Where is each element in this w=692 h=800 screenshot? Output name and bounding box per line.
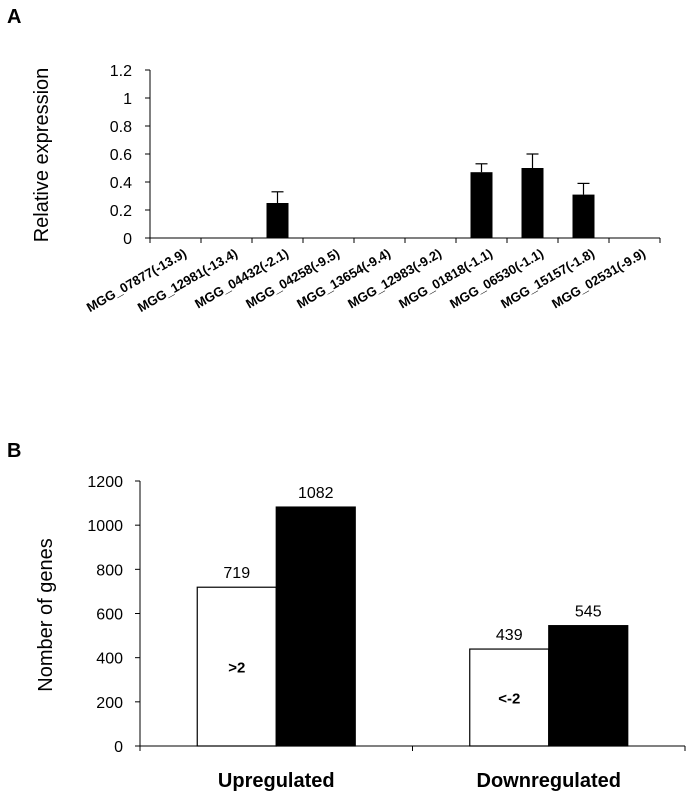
chart-b-data-label: 719: [223, 565, 250, 582]
chart-b-inner-label: >2: [228, 660, 245, 677]
chart-a-y-tick-label: 0.2: [110, 203, 132, 220]
chart-b-bar: [275, 506, 356, 747]
chart-b-inner-label: <-2: [498, 691, 520, 708]
chart-a-y-tick-label: 0.4: [110, 175, 132, 192]
chart-b-category-label: Upregulated: [218, 770, 335, 792]
chart-b-bar: [196, 586, 277, 747]
chart-a-bar: [266, 203, 289, 238]
chart-b-y-tick-label: 0: [114, 739, 123, 756]
chart-b-y-tick-label: 400: [96, 651, 123, 668]
chart-b-y-tick-label: 600: [96, 607, 123, 624]
chart-b-y-tick-label: 200: [96, 695, 123, 712]
chart-b-y-tick-label: 800: [96, 562, 123, 579]
chart-a-bar: [470, 172, 493, 238]
chart-a-y-tick-label: 1: [123, 91, 132, 108]
chart-b-bar: [548, 625, 629, 747]
chart-a-bar: [521, 168, 544, 238]
chart-a-y-tick-label: 0.8: [110, 119, 132, 136]
chart-b-data-label: 545: [575, 604, 602, 621]
chart-b-data-label: 1082: [298, 485, 334, 502]
chart-b-inner-label: <-1.5: [571, 679, 606, 696]
chart-a-bar: [572, 194, 595, 238]
panel-a-label: A: [7, 6, 22, 28]
chart-a-y-tick-label: 0.6: [110, 147, 132, 164]
chart-b-inner-label: >1.5: [301, 620, 331, 637]
chart-a-x-tick-label: MGG_02531(-9.9): [549, 246, 648, 312]
chart-b-category-label: Downregulated: [477, 770, 621, 792]
panel-b-label: B: [7, 440, 22, 462]
chart-a-y-tick-label: 1.2: [110, 63, 132, 80]
chart-b-y-axis-label: Nomber of genes: [35, 538, 57, 691]
chart-a-y-axis-label: Relative expression: [31, 68, 53, 243]
chart-b-bar: [469, 648, 550, 747]
chart-a: 00.20.40.60.811.2 MGG_07877(-13.9)MGG_12…: [31, 63, 661, 315]
chart-b-y-tick-label: 1000: [87, 518, 123, 535]
chart-a-y-tick-label: 0: [123, 231, 132, 248]
chart-b-y-tick-label: 1200: [87, 474, 123, 491]
chart-b-data-label: 439: [496, 627, 523, 644]
